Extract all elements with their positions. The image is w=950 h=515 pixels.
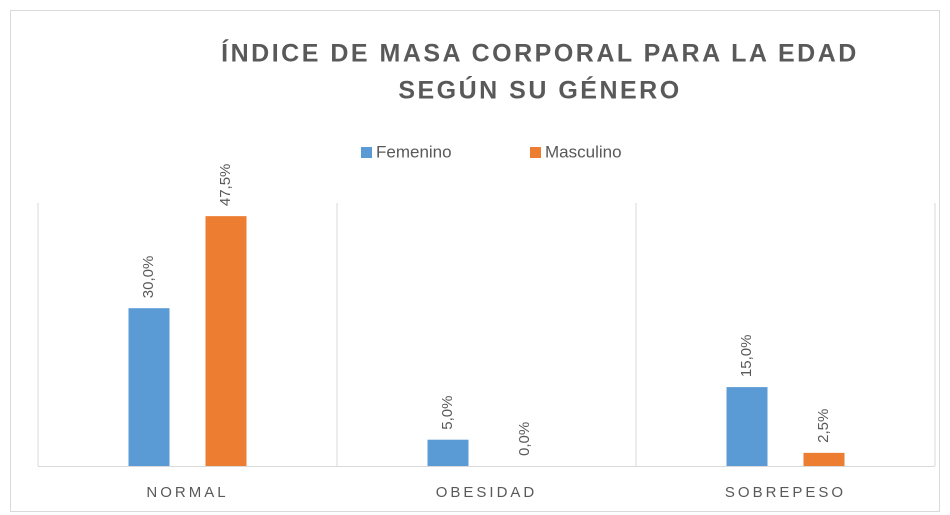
bar [726,387,768,466]
x-tick-label: NORMAL [146,484,228,501]
data-label: 47,5% [217,164,234,207]
bar [205,216,247,466]
data-label: 15,0% [738,335,755,378]
x-tick-label: SOBREPESO [725,484,846,501]
data-label: 2,5% [815,409,832,443]
legend-swatch [361,147,372,158]
bar [427,439,469,466]
bar [803,452,845,466]
chart-title: SEGÚN SU GÉNERO [398,75,681,105]
x-tick-label: OBESIDAD [436,484,538,501]
legend-label: Femenino [376,142,452,161]
chart-title: ÍNDICE DE MASA CORPORAL PARA LA EDAD [221,39,859,68]
legend-label: Masculino [545,142,622,161]
data-label: 30,0% [140,256,157,299]
data-label: 5,0% [439,395,456,429]
data-label: 0,0% [516,422,533,456]
bar [128,308,170,466]
legend-swatch [530,147,541,158]
